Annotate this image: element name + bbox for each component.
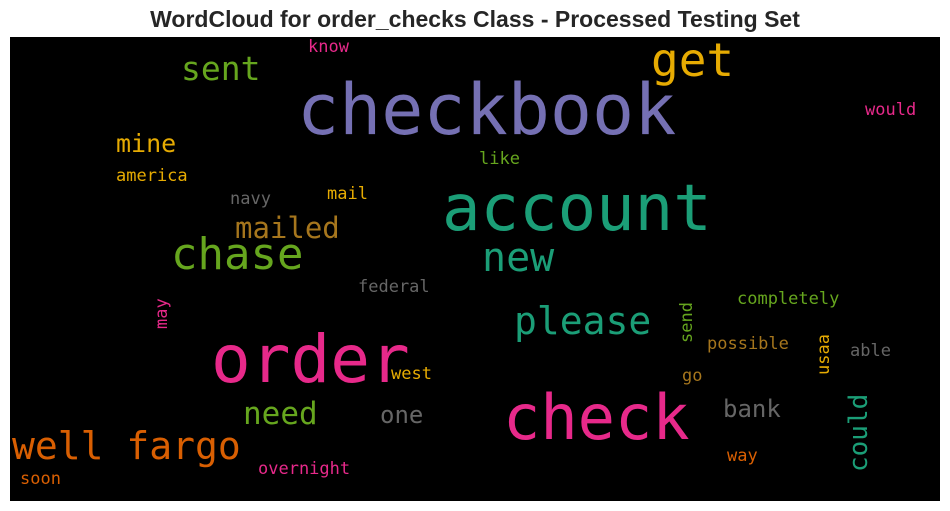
word-may: may <box>152 298 172 329</box>
word-mailed: mailed <box>235 211 340 245</box>
word-go: go <box>682 366 703 386</box>
word-mail: mail <box>327 184 368 204</box>
word-usaa: usaa <box>814 334 834 375</box>
word-way: way <box>727 446 758 466</box>
word-like: like <box>479 149 520 169</box>
word-chase: chase <box>171 229 304 280</box>
word-soon: soon <box>20 469 61 489</box>
word-overnight: overnight <box>258 459 351 479</box>
word-get: get <box>651 37 735 87</box>
word-possible: possible <box>707 334 789 354</box>
word-checkbook: checkbook <box>297 69 677 151</box>
word-federal: federal <box>358 277 430 297</box>
word-america: america <box>116 166 188 186</box>
word-completely: completely <box>737 289 840 309</box>
word-send: send <box>677 302 697 343</box>
word-would: would <box>865 100 917 120</box>
word-navy: navy <box>230 189 271 209</box>
word-mine: mine <box>116 129 177 158</box>
word-order: order <box>211 321 410 398</box>
word-check: check <box>503 381 690 454</box>
word-need: need <box>243 396 318 432</box>
word-know: know <box>308 37 349 57</box>
word-sent: sent <box>181 49 261 88</box>
word-able: able <box>850 341 891 361</box>
word-please: please <box>514 299 652 343</box>
word-new: new <box>482 235 555 281</box>
word-account: account <box>442 172 712 246</box>
word-one: one <box>380 401 424 429</box>
word-well-fargo: well fargo <box>12 424 241 468</box>
chart-title: WordCloud for order_checks Class - Proce… <box>150 6 800 32</box>
word-bank: bank <box>723 395 781 423</box>
wordcloud-canvas: checkbook account order check get chase well f… <box>10 37 940 501</box>
word-west: west <box>391 364 432 384</box>
word-could: could <box>844 393 874 472</box>
